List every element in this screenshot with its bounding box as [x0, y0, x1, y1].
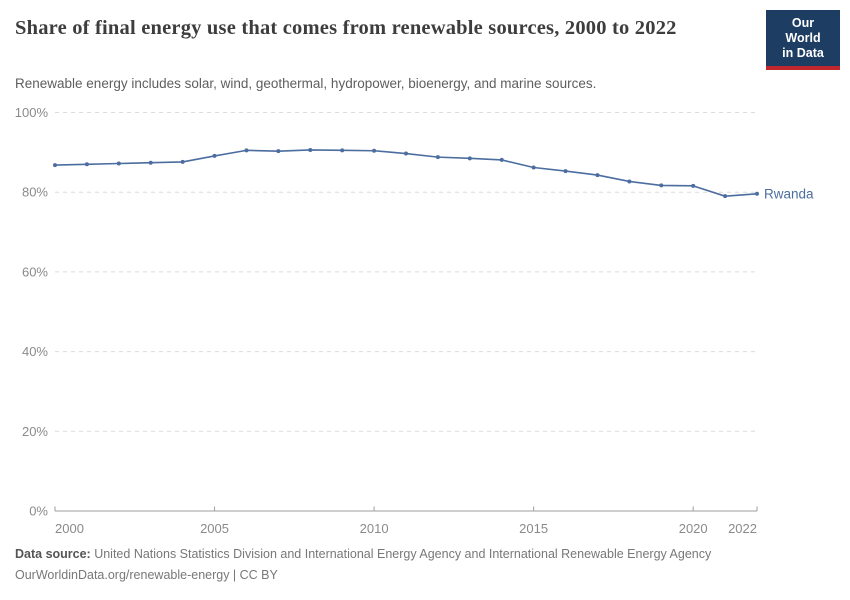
owid-logo-line1: Our World [785, 16, 821, 45]
data-point [435, 155, 440, 160]
owid-logo-line2: in Data [782, 46, 824, 60]
chart-footer: Data source: United Nations Statistics D… [15, 544, 835, 586]
data-source-label: Data source: [15, 547, 91, 561]
x-axis-label: 2022 [728, 521, 757, 536]
data-point [212, 153, 217, 158]
data-point [340, 148, 345, 153]
data-point [244, 148, 249, 153]
y-axis-label: 40% [22, 344, 48, 359]
data-source-line: Data source: United Nations Statistics D… [15, 544, 835, 565]
x-axis-label: 2005 [200, 521, 229, 536]
data-point [755, 191, 759, 196]
data-point [595, 173, 600, 178]
x-axis-label: 2015 [519, 521, 548, 536]
x-axis-label: 2020 [679, 521, 708, 536]
data-source-text: United Nations Statistics Division and I… [90, 547, 712, 561]
y-axis-label: 0% [29, 504, 48, 519]
data-point [116, 161, 121, 166]
x-axis-label: 2010 [360, 521, 389, 536]
data-point [53, 163, 57, 168]
data-point [563, 169, 568, 174]
data-point [404, 151, 408, 156]
data-point [627, 179, 632, 184]
y-axis-label: 100% [15, 105, 49, 120]
data-point [691, 183, 696, 188]
data-point [308, 147, 313, 152]
y-axis-label: 80% [22, 185, 48, 200]
data-point [531, 165, 536, 170]
data-point [659, 183, 664, 188]
data-series-line [54, 149, 758, 197]
y-axis-label: 20% [22, 424, 48, 439]
owid-logo: Our World in Data [766, 10, 840, 70]
data-point [372, 148, 377, 153]
data-point [723, 194, 728, 199]
y-axis-label: 60% [22, 264, 48, 279]
data-point [148, 160, 153, 165]
data-point [180, 159, 185, 164]
data-point [467, 156, 472, 161]
data-point [84, 162, 89, 167]
x-axis-label: 2000 [55, 521, 84, 536]
data-point [499, 157, 504, 162]
series-end-label: Rwanda [764, 186, 814, 201]
license-line: OurWorldinData.org/renewable-energy | CC… [15, 568, 278, 582]
data-point [276, 149, 281, 154]
chart-title: Share of final energy use that comes fro… [15, 17, 677, 39]
line-chart: 0% 20% 40% 60% 80% 100% 2000 2005 2010 2015 2020 20… [15, 105, 814, 536]
chart-subtitle: Renewable energy includes solar, wind, g… [15, 76, 597, 91]
